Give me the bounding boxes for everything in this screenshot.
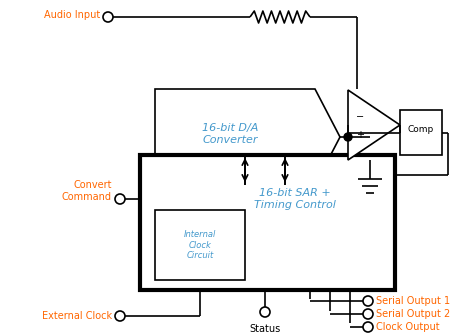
Bar [140,155,395,290]
Circle shape [260,307,270,317]
Circle shape [115,194,125,204]
Polygon shape [348,90,400,160]
Text: Audio Input: Audio Input [44,10,100,20]
Text: +: + [356,130,364,140]
Text: −: − [356,112,364,122]
Text: Status: Status [250,324,281,334]
Bar [400,110,442,155]
Circle shape [363,296,373,306]
Circle shape [103,12,113,22]
Circle shape [115,311,125,321]
Text: External Clock: External Clock [42,311,112,321]
Circle shape [363,309,373,319]
Circle shape [344,133,352,141]
Text: 16-bit D/A
Converter: 16-bit D/A Converter [202,123,258,145]
Text: Comp: Comp [408,125,434,134]
Bar [155,210,245,280]
Text: Internal
Clock
Circuit: Internal Clock Circuit [184,230,216,260]
Text: 16-bit SAR +
Timing Control: 16-bit SAR + Timing Control [254,188,336,210]
Text: Serial Output 2: Serial Output 2 [376,309,450,319]
Text: Clock Output: Clock Output [376,322,440,332]
Polygon shape [155,89,340,185]
Text: Convert
Command: Convert Command [62,180,112,202]
Circle shape [363,322,373,332]
Text: Serial Output 1: Serial Output 1 [376,296,450,306]
